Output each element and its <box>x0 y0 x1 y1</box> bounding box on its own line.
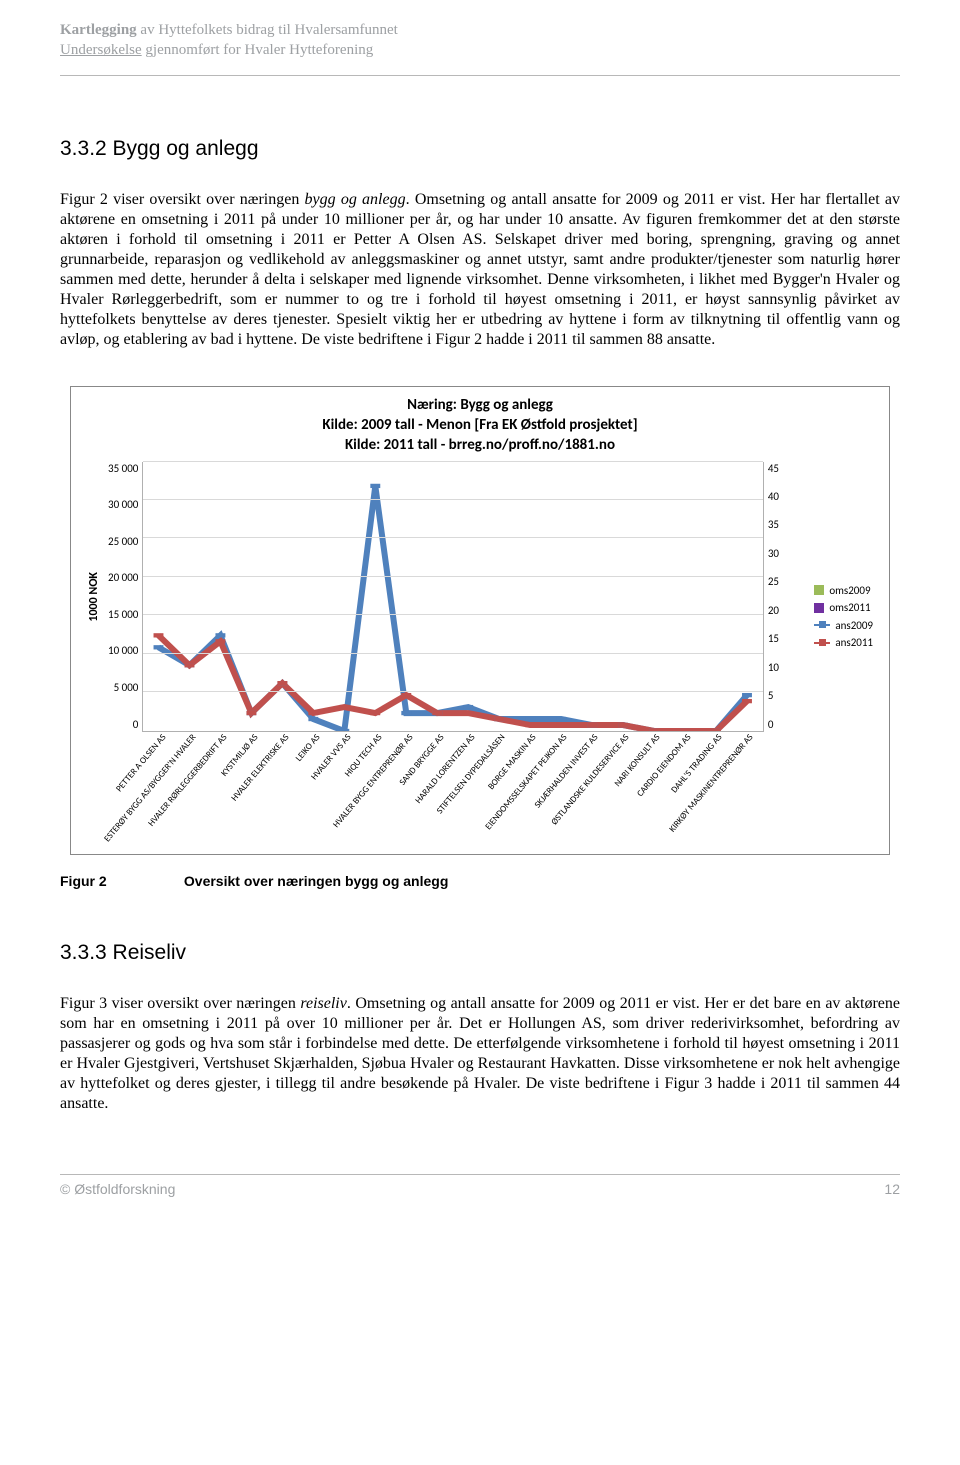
header-title: Kartlegging av Hyttefolkets bidrag til H… <box>60 20 900 40</box>
paragraph-reiseliv: Figur 3 viser oversikt over næringen rei… <box>60 994 900 1114</box>
x-axis-label: CARDIO EIENDOM AS <box>635 732 694 799</box>
legend-ans2009: ans2009 <box>814 617 873 635</box>
legend-swatch-oms2011 <box>814 603 824 613</box>
y-tick-left: 20 000 <box>108 571 138 585</box>
x-axis-label: LEIKO AS <box>293 732 322 764</box>
plot-wrap: 1000 NOK 35 000 30 000 25 000 20 000 15 000 1… <box>85 462 783 732</box>
chart-frame: Næring: Bygg og anlegg Kilde: 2009 tall … <box>70 386 890 855</box>
y-tick-right: 5 <box>768 689 779 703</box>
figure-label: Figur 2 <box>60 873 180 891</box>
legend-ans2011: ans2011 <box>814 634 873 652</box>
figure-text: Oversikt over næringen bygg og anlegg <box>184 873 449 889</box>
chart-titles: Næring: Bygg og anlegg Kilde: 2009 tall … <box>85 395 875 456</box>
y-tick-right: 20 <box>768 604 779 618</box>
footer-page-number: 12 <box>884 1181 900 1199</box>
header-sub-under: Undersøkelse <box>60 42 142 58</box>
y-tick-right: 30 <box>768 547 779 561</box>
page-footer: © Østfoldforskning 12 <box>60 1174 900 1199</box>
y-tick-left: 25 000 <box>108 535 138 549</box>
paragraph-bygg: Figur 2 viser oversikt over næringen byg… <box>60 190 900 350</box>
section-heading-bygg: 3.3.2 Bygg og anlegg <box>60 136 900 162</box>
y-tick-right: 25 <box>768 575 779 589</box>
legend-swatch-oms2009 <box>814 585 824 595</box>
y-tick-right: 40 <box>768 490 779 504</box>
y-tick-right: 35 <box>768 518 779 532</box>
section-heading-reiseliv: 3.3.3 Reiseliv <box>60 940 900 966</box>
header-title-bold: Kartlegging <box>60 22 137 38</box>
chart-legend: oms2009 oms2011 ans2009 ans2011 <box>814 582 873 652</box>
y-tick-right: 15 <box>768 632 779 646</box>
y-tick-left: 5 000 <box>108 681 138 695</box>
header-subtitle: Undersøkelse gjennomført for Hvaler Hytt… <box>60 40 900 60</box>
legend-swatch-ans2009 <box>814 624 830 626</box>
y-tick-right: 0 <box>768 718 779 732</box>
chart-title-1: Næring: Bygg og anlegg <box>85 395 875 415</box>
legend-oms2011: oms2011 <box>814 599 873 617</box>
bars-layer <box>143 462 762 731</box>
figure-caption: Figur 2 Oversikt over næringen bygg og a… <box>60 873 900 891</box>
legend-swatch-ans2011 <box>814 642 830 644</box>
y-tick-left: 15 000 <box>108 608 138 622</box>
page-header: Kartlegging av Hyttefolkets bidrag til H… <box>60 20 900 76</box>
y-tick-right: 45 <box>768 462 779 476</box>
plot-area <box>142 462 763 732</box>
y-tick-left: 10 000 <box>108 644 138 658</box>
y-tick-right: 10 <box>768 661 779 675</box>
chart-title-3: Kilde: 2011 tall - brreg.no/proff.no/188… <box>85 435 875 455</box>
y-axis-label: 1000 NOK <box>85 572 104 622</box>
chart-title-2: Kilde: 2009 tall - Menon [Fra EK Østfold… <box>85 415 875 435</box>
x-axis-labels: PETTER A OLSEN ASESTERØY BYGG AS/BYGGER'… <box>141 732 759 848</box>
legend-oms2009: oms2009 <box>814 582 873 600</box>
y-ticks-right: 45 40 35 30 25 20 15 10 5 0 <box>764 462 783 732</box>
x-axis-label: HVALER ELEKTRISKE AS <box>229 732 292 804</box>
header-sub-rest: gjennomført for Hvaler Hytteforening <box>142 42 374 58</box>
footer-left: © Østfoldforskning <box>60 1181 175 1199</box>
header-title-rest: av Hyttefolkets bidrag til Hvalersamfunn… <box>137 22 398 38</box>
y-tick-left: 0 <box>108 718 138 732</box>
y-tick-left: 35 000 <box>108 462 138 476</box>
y-ticks-left: 35 000 30 000 25 000 20 000 15 000 10 000 5 00… <box>104 462 142 732</box>
y-tick-left: 30 000 <box>108 498 138 512</box>
